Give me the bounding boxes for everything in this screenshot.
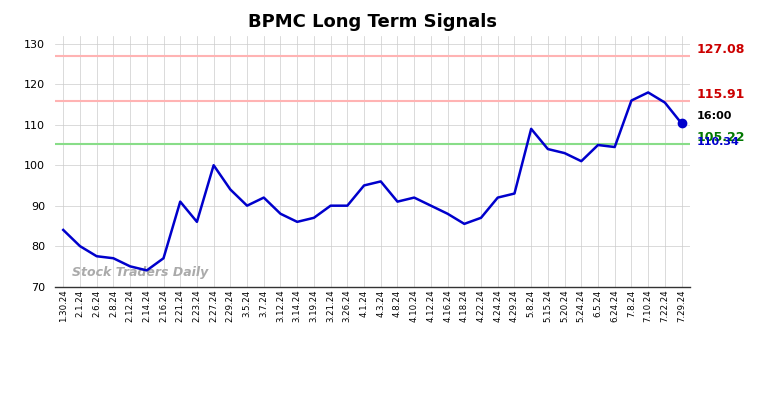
Text: 127.08: 127.08 <box>697 43 746 56</box>
Text: 16:00: 16:00 <box>697 111 732 121</box>
Title: BPMC Long Term Signals: BPMC Long Term Signals <box>248 14 497 31</box>
Text: 110.34: 110.34 <box>697 137 740 147</box>
Text: Stock Traders Daily: Stock Traders Daily <box>71 266 208 279</box>
Text: 105.22: 105.22 <box>697 131 746 144</box>
Text: 115.91: 115.91 <box>697 88 746 101</box>
